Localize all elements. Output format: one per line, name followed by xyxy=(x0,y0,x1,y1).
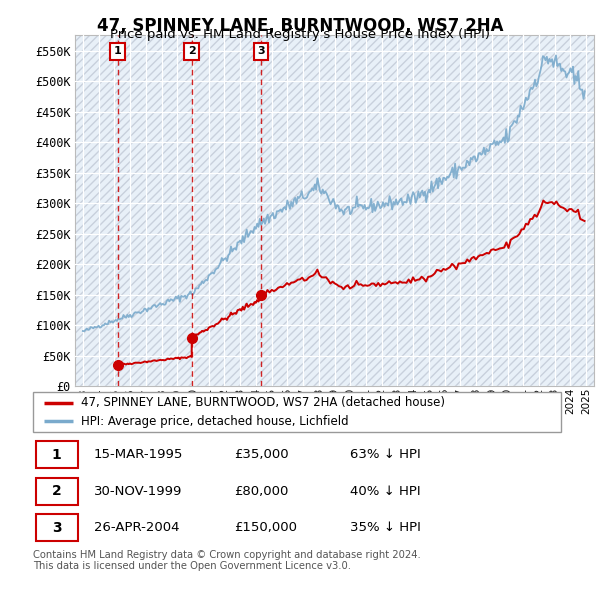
Text: 63% ↓ HPI: 63% ↓ HPI xyxy=(350,448,421,461)
Text: 35% ↓ HPI: 35% ↓ HPI xyxy=(350,521,421,534)
FancyBboxPatch shape xyxy=(35,514,78,541)
Text: 26-APR-2004: 26-APR-2004 xyxy=(94,521,179,534)
FancyBboxPatch shape xyxy=(35,477,78,505)
Text: 47, SPINNEY LANE, BURNTWOOD, WS7 2HA (detached house): 47, SPINNEY LANE, BURNTWOOD, WS7 2HA (de… xyxy=(80,396,445,409)
FancyBboxPatch shape xyxy=(35,441,78,468)
Text: 3: 3 xyxy=(52,520,62,535)
Text: 1: 1 xyxy=(114,46,121,56)
Text: £35,000: £35,000 xyxy=(233,448,288,461)
Text: HPI: Average price, detached house, Lichfield: HPI: Average price, detached house, Lich… xyxy=(80,415,348,428)
Text: 47, SPINNEY LANE, BURNTWOOD, WS7 2HA: 47, SPINNEY LANE, BURNTWOOD, WS7 2HA xyxy=(97,17,503,35)
Text: 15-MAR-1995: 15-MAR-1995 xyxy=(94,448,183,461)
Text: 1: 1 xyxy=(52,448,62,462)
Text: £150,000: £150,000 xyxy=(233,521,296,534)
Text: 30-NOV-1999: 30-NOV-1999 xyxy=(94,484,182,498)
Text: 2: 2 xyxy=(52,484,62,498)
FancyBboxPatch shape xyxy=(33,392,561,432)
Text: 2: 2 xyxy=(188,46,196,56)
Text: 3: 3 xyxy=(257,46,265,56)
Text: 40% ↓ HPI: 40% ↓ HPI xyxy=(350,484,421,498)
Text: £80,000: £80,000 xyxy=(233,484,288,498)
Text: Contains HM Land Registry data © Crown copyright and database right 2024.
This d: Contains HM Land Registry data © Crown c… xyxy=(33,550,421,572)
Text: Price paid vs. HM Land Registry's House Price Index (HPI): Price paid vs. HM Land Registry's House … xyxy=(110,28,490,41)
